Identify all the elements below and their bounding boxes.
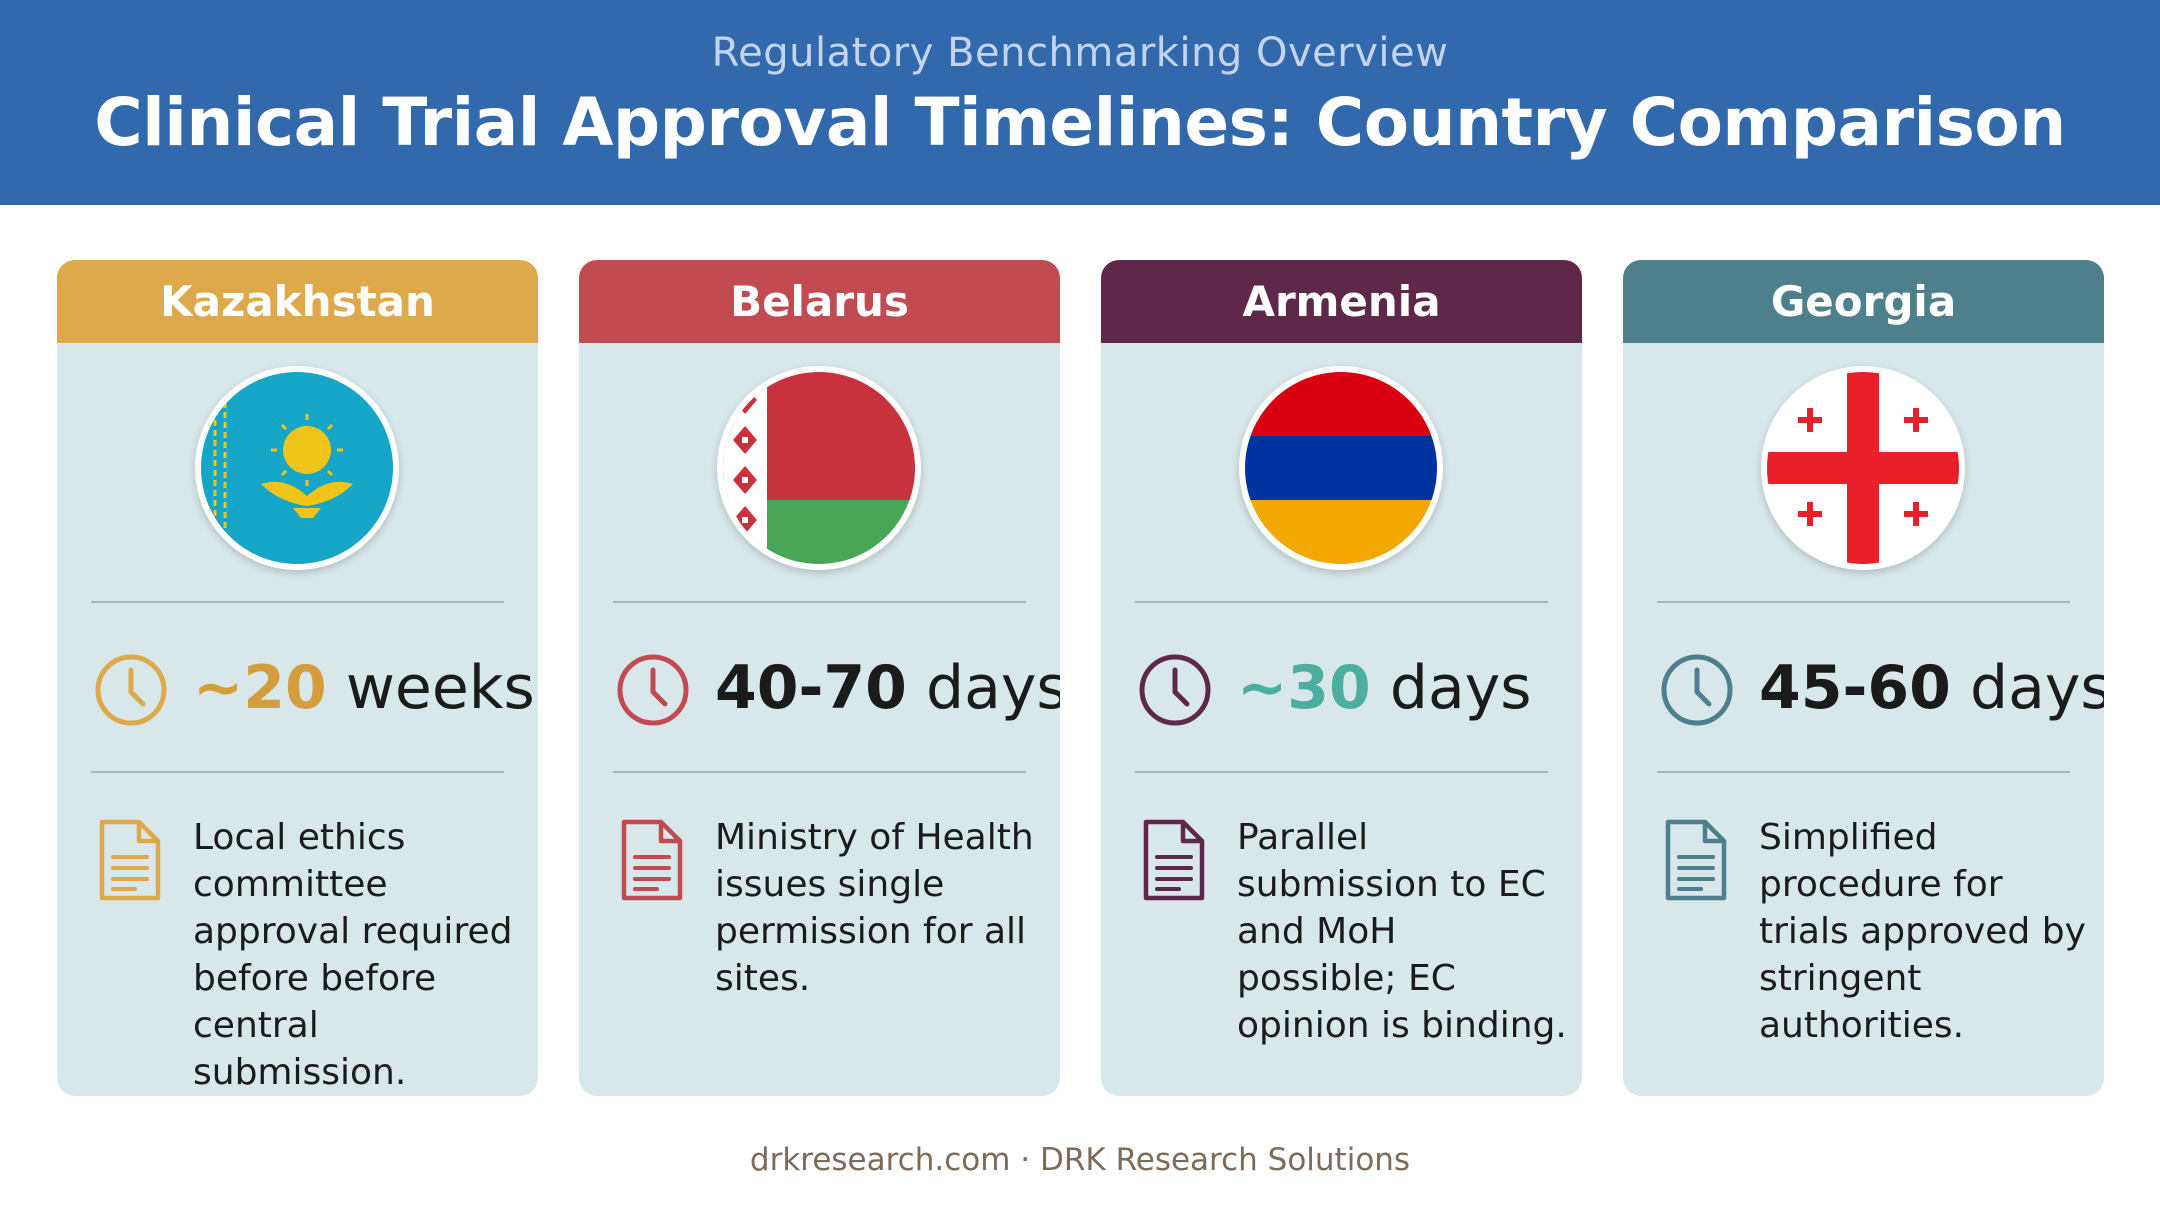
approval-timeline: 40-70 days [715,648,1060,728]
divider [1657,771,2070,773]
divider [91,771,504,773]
timeline-number: 40-70 [715,653,907,723]
georgia-flag-icon [1761,366,1965,570]
timeline-unit: days [925,653,1060,723]
divider [1657,601,2070,603]
page-title: Clinical Trial Approval Timelines: Count… [94,84,2066,161]
approval-timeline: ~30 days [1237,648,1531,728]
approval-timeline: ~20 weeks [193,648,535,728]
country-card-belarus: Belarus [579,260,1060,1096]
timeline-number: ~30 [1237,653,1371,723]
clock-icon [95,654,167,726]
divider [1135,771,1548,773]
country-card-armenia: Armenia ~30 days Parallel submission to … [1101,260,1582,1096]
country-card-kazakhstan: Kazakhstan ~20 weeks [57,260,538,1096]
document-icon [1665,819,1727,901]
approval-timeline: 45-60 days [1759,648,2104,728]
header-banner: Regulatory Benchmarking Overview Clinica… [0,0,2160,205]
timeline-unit: days [1969,653,2104,723]
belarus-flag-icon [717,366,921,570]
card-description: Ministry of Health issues single permiss… [715,817,1034,999]
clock-icon [1139,654,1211,726]
card-description: Local ethics committee approval required… [193,817,513,1093]
card-header: Belarus [579,260,1060,343]
clock-icon [617,654,689,726]
timeline-unit: days [1389,653,1532,723]
timeline-number: 45-60 [1759,653,1951,723]
footer-credit: drkresearch.com · DRK Research Solutions [749,1142,1411,1178]
country-card-georgia: Georgia 45-60 days [1623,260,2104,1096]
card-description: Parallel submission to EC and MoH possib… [1237,817,1567,1046]
page-subtitle: Regulatory Benchmarking Overview [711,30,1449,76]
card-header: Kazakhstan [57,260,538,343]
kazakhstan-flag-icon [195,366,399,570]
divider [613,771,1026,773]
divider [1135,601,1548,603]
card-header: Armenia [1101,260,1582,343]
divider [91,601,504,603]
timeline-unit: weeks [345,653,535,723]
timeline-number: ~20 [193,653,327,723]
armenia-flag-icon [1239,366,1443,570]
divider [613,601,1026,603]
card-description: Simplified procedure for trials approved… [1759,817,2086,1046]
card-header: Georgia [1623,260,2104,343]
document-icon [99,819,161,901]
clock-icon [1661,654,1733,726]
document-icon [621,819,683,901]
document-icon [1143,819,1205,901]
